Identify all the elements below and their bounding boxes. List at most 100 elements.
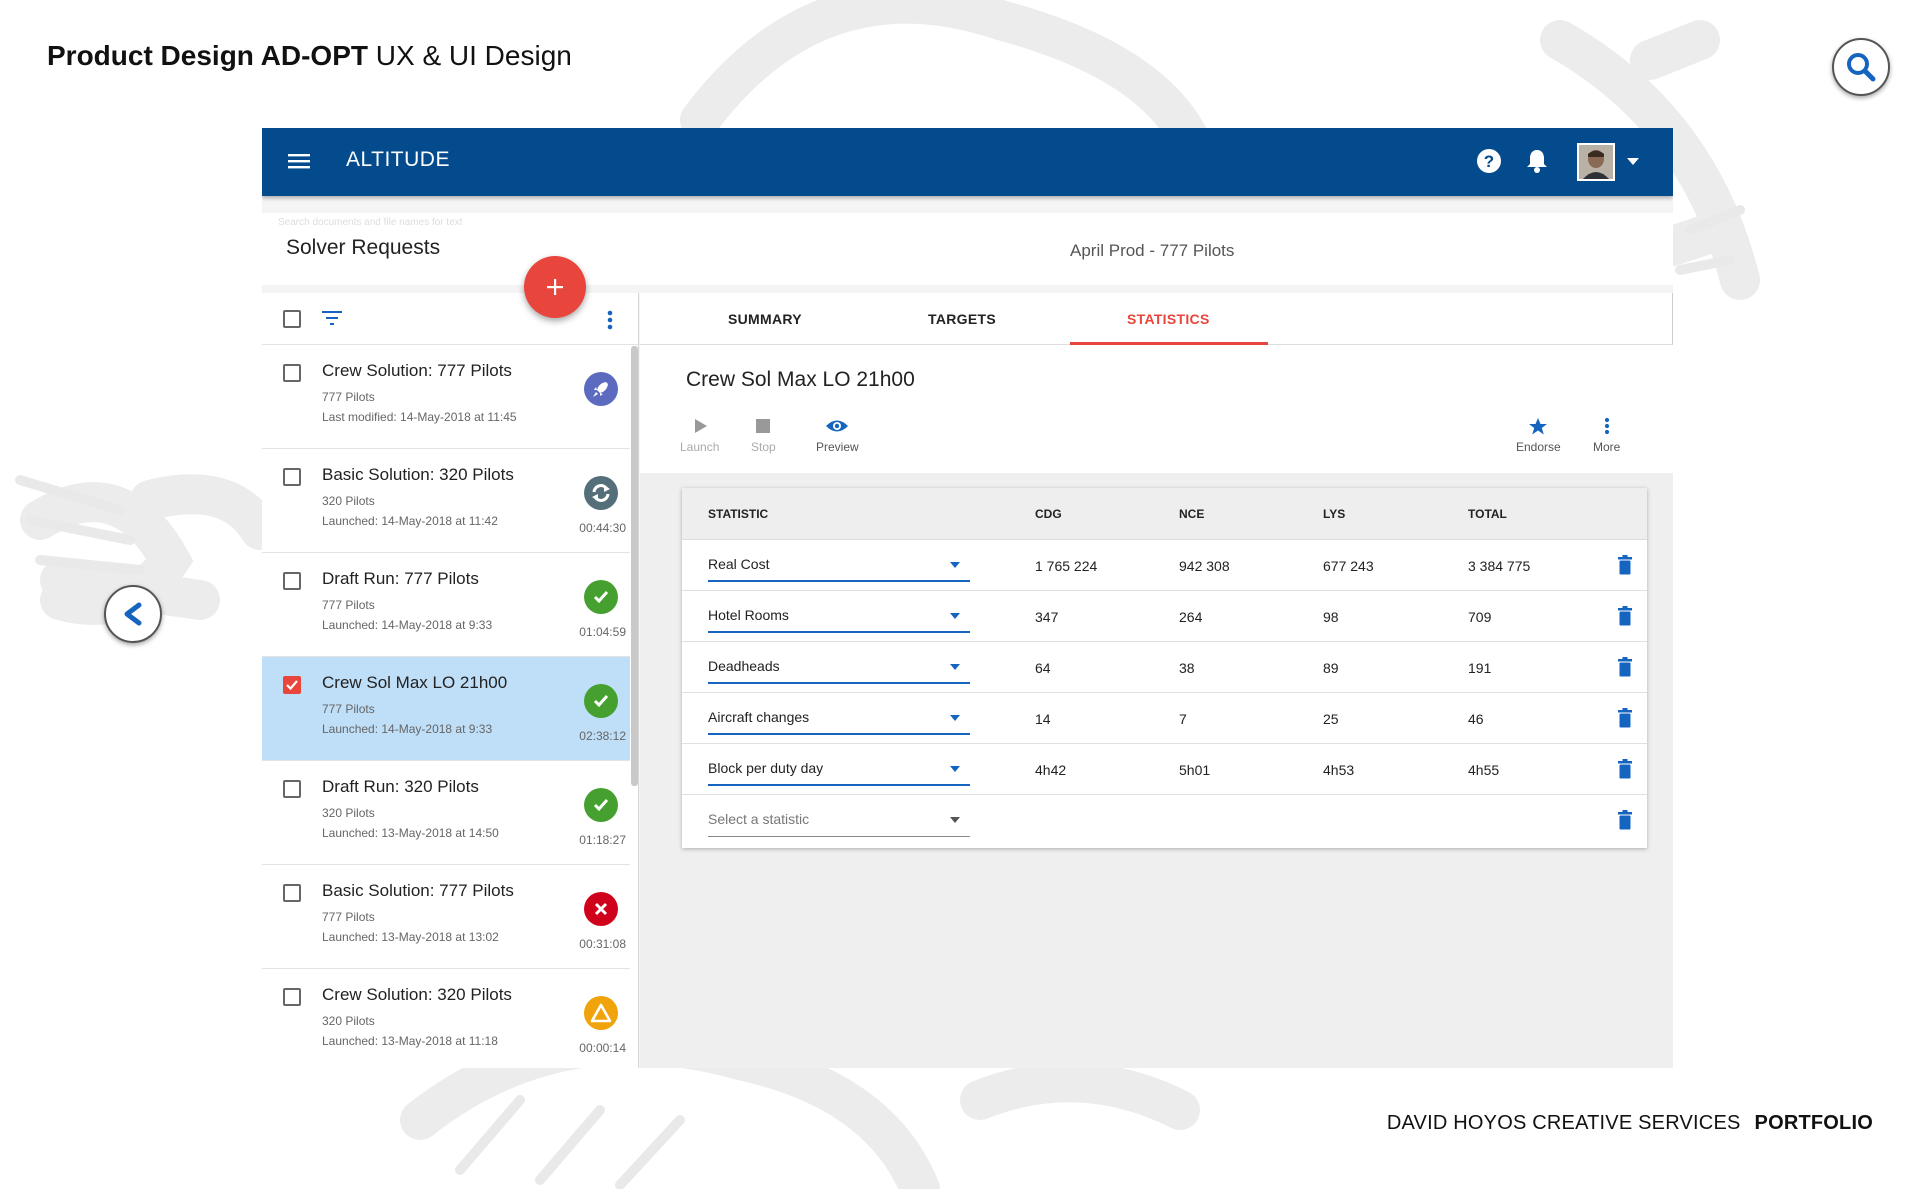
- add-request-button[interactable]: [524, 256, 586, 318]
- request-meta: Launched: 13-May-2018 at 11:18: [322, 1034, 498, 1048]
- request-name: Basic Solution: 777 Pilots: [322, 881, 514, 900]
- list-item[interactable]: Draft Run: 320 Pilots 320 Pilots Launche…: [262, 761, 630, 865]
- request-name: Crew Solution: 777 Pilots: [322, 361, 512, 380]
- menu-icon[interactable]: [288, 150, 310, 172]
- lys-value: 89: [1323, 660, 1339, 676]
- row-checkbox[interactable]: [283, 364, 301, 382]
- list-item[interactable]: Basic Solution: 320 Pilots 320 Pilots La…: [262, 449, 630, 553]
- trash-icon[interactable]: [1617, 657, 1633, 677]
- cdg-value: 64: [1035, 660, 1051, 676]
- help-icon[interactable]: ?: [1476, 148, 1502, 174]
- tab-statistics[interactable]: STATISTICS: [1127, 311, 1210, 327]
- request-group: 320 Pilots: [322, 806, 375, 820]
- row-checkbox-checked[interactable]: [283, 676, 301, 694]
- table-row-new: Select a statistic: [682, 795, 1647, 846]
- trash-icon[interactable]: [1617, 759, 1633, 779]
- statistic-value: Deadheads: [708, 658, 780, 674]
- endorse-button[interactable]: Endorse: [1516, 417, 1561, 454]
- table-row: Real Cost 1 765 224 942 308 677 243 3 38…: [682, 540, 1647, 591]
- trash-icon[interactable]: [1617, 708, 1633, 728]
- statistic-select[interactable]: Block per duty day: [708, 752, 970, 786]
- total-value: 4h55: [1468, 762, 1500, 778]
- more-button[interactable]: More: [1593, 417, 1620, 454]
- detail-header: Crew Sol Max LO 21h00 Launch Stop Previe…: [640, 345, 1673, 473]
- page-title-bold: Product Design AD-OPT: [47, 40, 368, 71]
- select-all-checkbox[interactable]: [283, 310, 301, 328]
- play-icon: [694, 419, 707, 433]
- table-row: Deadheads 64 38 89 191: [682, 642, 1647, 693]
- request-meta: Launched: 13-May-2018 at 14:50: [322, 826, 499, 840]
- tab-summary[interactable]: SUMMARY: [728, 311, 802, 327]
- request-name: Crew Sol Max LO 21h00: [322, 673, 508, 692]
- row-checkbox[interactable]: [283, 988, 301, 1006]
- list-item[interactable]: Basic Solution: 777 Pilots 777 Pilots La…: [262, 865, 630, 969]
- request-name: Draft Run: 777 Pilots: [322, 569, 479, 588]
- trash-icon[interactable]: [1617, 606, 1633, 626]
- dropdown-arrow-icon: [950, 817, 960, 823]
- back-button[interactable]: [104, 585, 162, 643]
- statistic-select[interactable]: Aircraft changes: [708, 701, 970, 735]
- sub-header: Search documents and file names for text…: [262, 213, 1673, 285]
- request-meta: Launched: 14-May-2018 at 11:42: [322, 514, 498, 528]
- success-status-icon: [584, 580, 618, 614]
- search-button[interactable]: [1832, 38, 1890, 96]
- trash-icon[interactable]: [1617, 555, 1633, 575]
- avatar[interactable]: [1577, 143, 1615, 181]
- lys-value: 98: [1323, 609, 1339, 625]
- statistic-select[interactable]: Deadheads: [708, 650, 970, 684]
- launch-label: Launch: [680, 440, 720, 454]
- preview-button[interactable]: Preview: [816, 417, 859, 454]
- eye-icon: [826, 420, 849, 432]
- list-item[interactable]: Draft Run: 777 Pilots 777 Pilots Launche…: [262, 553, 630, 657]
- lys-value: 677 243: [1323, 558, 1374, 574]
- trash-icon[interactable]: [1617, 810, 1633, 830]
- caret-down-icon[interactable]: [1627, 158, 1639, 166]
- cdg-value: 347: [1035, 609, 1059, 625]
- footer-name: DAVID HOYOS CREATIVE SERVICES: [1386, 1112, 1741, 1134]
- search-hint: Search documents and file names for text: [278, 217, 463, 228]
- request-list-panel: Crew Solution: 777 Pilots 777 Pilots Las…: [262, 293, 639, 1068]
- table-row: Block per duty day 4h42 5h01 4h53 4h55: [682, 744, 1647, 795]
- table-row: Hotel Rooms 347 264 98 709: [682, 591, 1647, 642]
- star-icon: [1529, 418, 1548, 435]
- row-checkbox[interactable]: [283, 468, 301, 486]
- cdg-value: 14: [1035, 711, 1051, 727]
- row-checkbox[interactable]: [283, 780, 301, 798]
- launch-button[interactable]: Launch: [680, 417, 719, 454]
- list-item[interactable]: Crew Solution: 320 Pilots 320 Pilots Lau…: [262, 969, 630, 1068]
- bell-icon[interactable]: [1525, 148, 1549, 174]
- dropdown-arrow-icon: [950, 664, 960, 670]
- statistic-select[interactable]: Hotel Rooms: [708, 599, 970, 633]
- tab-targets[interactable]: TARGETS: [928, 311, 996, 327]
- list-scrollbar[interactable]: [631, 346, 638, 786]
- more-vert-icon[interactable]: [607, 310, 613, 330]
- statistic-value: Block per duty day: [708, 760, 824, 776]
- dropdown-arrow-icon: [950, 766, 960, 772]
- app-bar: ALTITUDE ?: [262, 128, 1673, 196]
- more-label: More: [1593, 440, 1621, 454]
- row-checkbox[interactable]: [283, 572, 301, 590]
- svg-text:?: ?: [1484, 152, 1494, 171]
- list-item[interactable]: Crew Solution: 777 Pilots 777 Pilots Las…: [262, 345, 630, 449]
- request-group: 777 Pilots: [322, 598, 375, 612]
- statistic-select[interactable]: Real Cost: [708, 548, 970, 582]
- total-value: 709: [1468, 609, 1492, 625]
- row-checkbox[interactable]: [283, 884, 301, 902]
- footer-section: PORTFOLIO: [1754, 1112, 1873, 1134]
- request-meta: Last modified: 14-May-2018 at 11:45: [322, 410, 517, 424]
- duration: 02:38:12: [579, 729, 626, 743]
- list-item-selected[interactable]: Crew Sol Max LO 21h00 777 Pilots Launche…: [262, 657, 630, 761]
- column-header-lys: LYS: [1323, 507, 1346, 521]
- stop-button[interactable]: Stop: [751, 417, 776, 454]
- endorse-label: Endorse: [1516, 440, 1561, 454]
- duration: 00:00:14: [579, 1041, 626, 1055]
- total-value: 3 384 775: [1468, 558, 1531, 574]
- add-statistic-select[interactable]: Select a statistic: [708, 803, 970, 837]
- filter-icon[interactable]: [322, 310, 342, 326]
- statistics-table: STATISTIC CDG NCE LYS TOTAL Real Cost 1 …: [682, 488, 1647, 848]
- back-arrow-icon: [124, 602, 142, 626]
- app-brand: ALTITUDE: [346, 148, 450, 171]
- lys-value: 4h53: [1323, 762, 1355, 778]
- column-header-total: TOTAL: [1468, 507, 1507, 521]
- table-header: STATISTIC CDG NCE LYS TOTAL: [682, 488, 1647, 540]
